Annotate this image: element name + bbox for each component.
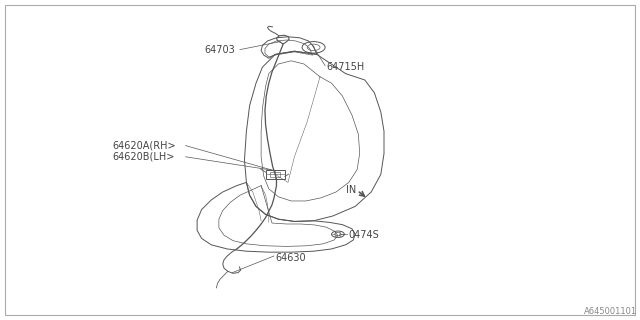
Text: 64715H: 64715H	[326, 62, 365, 72]
Text: 64620B(LH>: 64620B(LH>	[112, 152, 174, 162]
Text: 64703: 64703	[205, 44, 236, 55]
Text: 64620A(RH>: 64620A(RH>	[112, 140, 175, 151]
Text: 64630: 64630	[275, 252, 306, 263]
Bar	[270, 172, 280, 177]
Bar	[266, 170, 285, 179]
Text: IN: IN	[346, 185, 356, 196]
Text: 0474S: 0474S	[349, 230, 380, 240]
Text: A645001101: A645001101	[584, 308, 637, 316]
